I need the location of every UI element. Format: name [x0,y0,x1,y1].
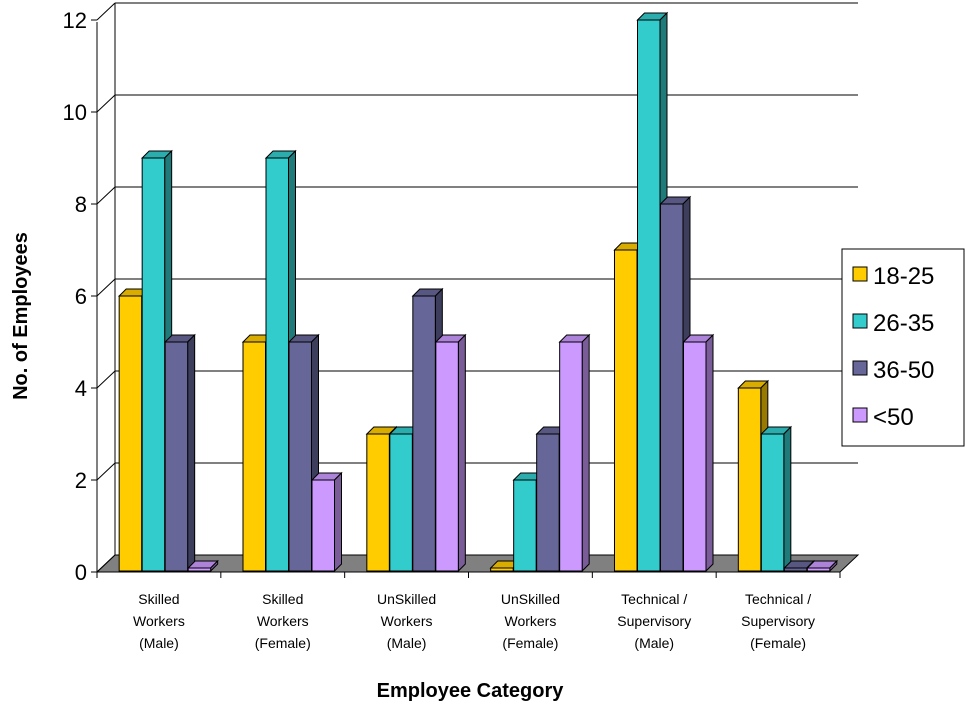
x-category-label: Technical / Supervisory (Male) [617,591,691,651]
side-wall-gridline [96,462,116,481]
bar-50-cat3 [434,333,467,573]
legend-label: 18-25 [873,263,934,290]
legend-swatch [852,360,868,376]
bar-50-cat2 [310,471,343,573]
bar-50-cat6 [806,559,839,573]
legend-swatch [852,313,868,329]
legend-item: 36-50 [852,357,934,384]
y-tick-label: 12 [63,8,87,33]
side-wall-gridline [96,370,116,389]
bar-50-cat4 [558,333,591,573]
y-axis-title: No. of Employees [10,232,32,400]
legend-label: <50 [873,404,914,431]
y-tick-label: 6 [75,284,87,309]
side-wall-gridline [96,94,116,113]
legend-item: 26-35 [852,310,934,337]
x-axis-title: Employee Category [377,680,565,702]
x-category-label: UnSkilled Workers (Female) [501,591,560,651]
legend-swatch [852,407,868,423]
legend-label: 26-35 [873,310,934,337]
legend-item: <50 [852,404,914,431]
side-wall-gridline [96,2,116,21]
y-tick-label: 0 [75,560,87,585]
bar-50-cat1 [186,559,219,573]
legend-label: 36-50 [873,357,934,384]
side-wall-gridline [96,278,116,297]
y-tick-label: 10 [63,100,87,125]
y-tick-label: 8 [75,192,87,217]
side-wall-gridline [96,186,116,205]
legend-item: 18-25 [852,263,934,290]
bar-3650-cat1 [163,333,196,573]
bar-2635-cat6 [760,425,793,573]
y-tick-label: 4 [75,376,87,401]
legend: 18-25 26-35 36-50 <50 [841,248,965,447]
x-category-label: Skilled Workers (Male) [133,591,185,651]
side-wall-gridline [96,554,116,573]
x-category-label: Skilled Workers (Female) [255,591,311,651]
bar-50-cat5 [682,333,715,573]
legend-swatch [852,266,868,282]
y-tick-label: 2 [75,468,87,493]
x-category-label: Technical / Supervisory (Female) [741,591,815,651]
x-category-label: UnSkilled Workers (Male) [377,591,436,651]
